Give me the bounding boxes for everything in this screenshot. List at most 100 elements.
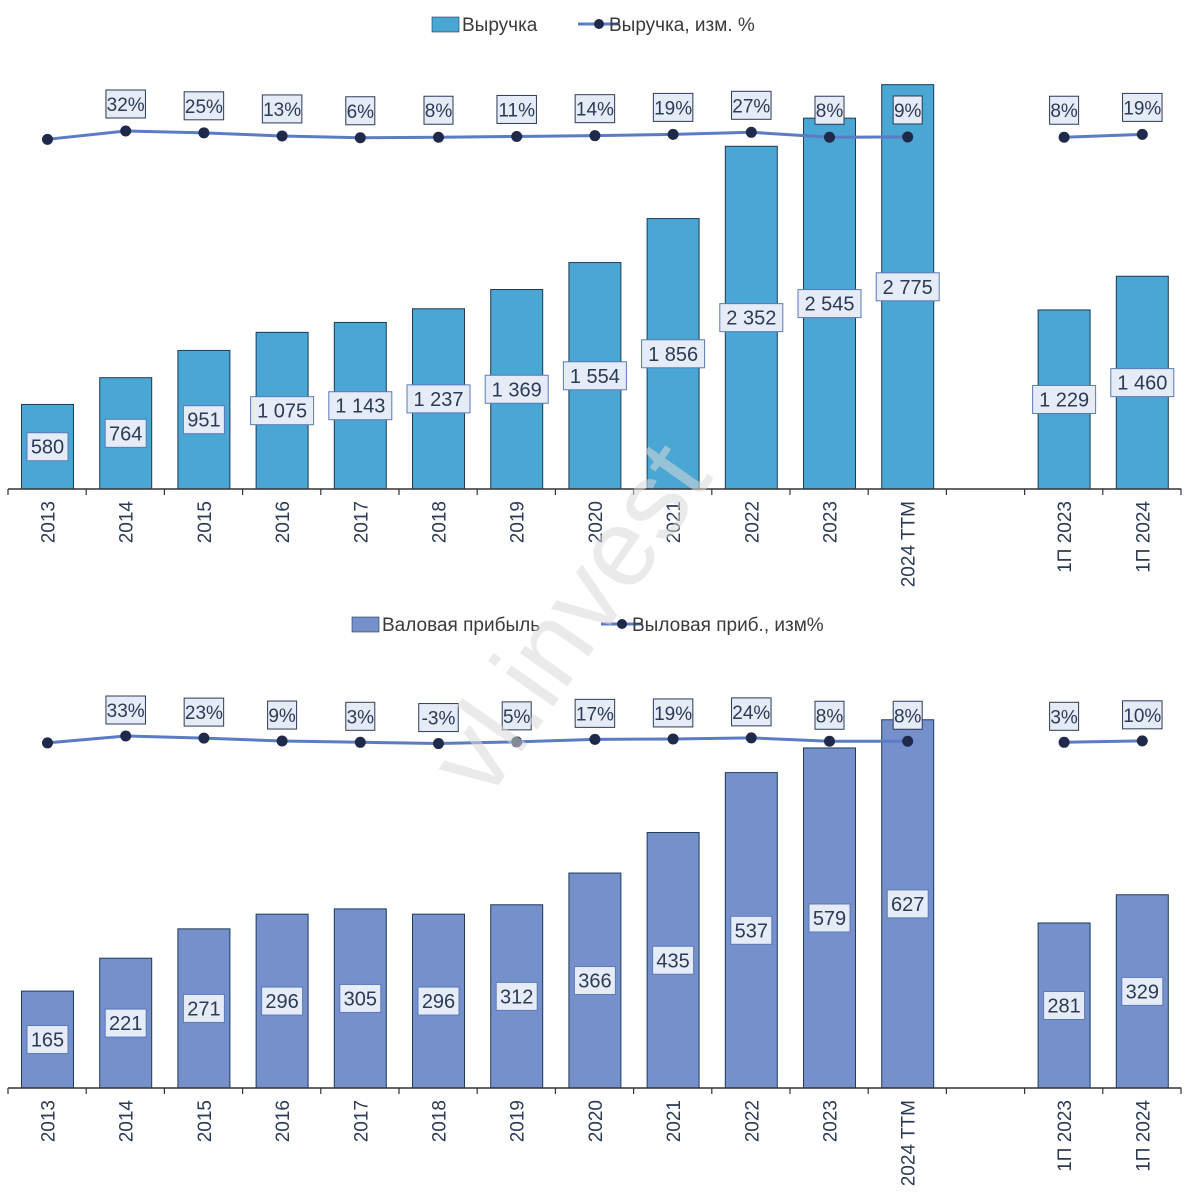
bar-label-2019: 312 xyxy=(500,986,533,1008)
growth-label-box xyxy=(418,703,459,733)
growth-label-2022: 24% xyxy=(732,703,770,724)
growth-label-2014: 32% xyxy=(107,95,145,116)
growth-label-box xyxy=(345,96,376,126)
tick-label-2018: 2018 xyxy=(430,501,451,543)
tick-label-1П 2024: 1П 2024 xyxy=(1133,501,1154,573)
bar-label-2023: 579 xyxy=(813,908,846,930)
growth-marker-2019 xyxy=(511,130,523,142)
growth-markers xyxy=(42,125,1148,145)
bar-label-box xyxy=(104,1008,147,1038)
growth-marker-2020 xyxy=(589,130,601,142)
growth-label-2024 TTM: 8% xyxy=(894,706,922,727)
tick-label-2020: 2020 xyxy=(586,501,607,543)
growth-line-half-year xyxy=(1064,739,1143,744)
bar-label-2022: 537 xyxy=(735,920,768,942)
bar-label-1П 2023: 281 xyxy=(1047,995,1080,1017)
tick-label-2018: 2018 xyxy=(430,1100,451,1142)
growth-marker-1П 2024 xyxy=(1136,735,1148,747)
growth-label-box xyxy=(892,95,923,125)
growth-marker-1П 2023 xyxy=(1058,131,1070,143)
growth-label-box xyxy=(496,94,537,124)
x-axis: 2013 2014 2015 2016 2017 2018 2019 2020 2021 2022… xyxy=(7,488,1182,587)
bar-label-box xyxy=(719,303,784,333)
growth-label-box xyxy=(267,700,298,730)
bar-label-2017: 305 xyxy=(344,988,377,1010)
bar-label-2018: 296 xyxy=(422,991,455,1013)
growth-label-2015: 23% xyxy=(185,703,223,724)
tick-label-2020: 2020 xyxy=(586,1100,607,1142)
tick-label-2016: 2016 xyxy=(273,501,294,543)
tick-label-2013: 2013 xyxy=(39,501,60,543)
growth-label-box xyxy=(1122,700,1163,730)
bar-label-2021: 1 856 xyxy=(648,344,698,366)
growth-label-2022: 27% xyxy=(732,96,770,117)
tick-label-2014: 2014 xyxy=(117,1100,138,1143)
bar-value-labels: 580 764 951 1 075 1 143 1 237 1 369 1 554 1 856 2… xyxy=(26,272,1175,462)
tick-label-1П 2024: 1П 2024 xyxy=(1133,1100,1154,1172)
tick-label-2024 TTM: 2024 TTM xyxy=(899,501,920,587)
growth-label-box xyxy=(261,94,303,124)
growth-marker-2015 xyxy=(198,732,210,744)
bar-label-box xyxy=(1121,976,1164,1006)
bar-label-box xyxy=(339,983,382,1013)
growth-marker-2024 TTM xyxy=(902,131,914,143)
bar-label-box xyxy=(261,986,304,1016)
growth-label-box xyxy=(1049,701,1080,731)
bar-label-box xyxy=(250,396,315,426)
growth-label-1П 2024: 19% xyxy=(1123,98,1161,119)
growth-label-box xyxy=(652,92,694,122)
bar-label-2014: 221 xyxy=(109,1013,142,1035)
growth-label-box xyxy=(814,95,845,125)
tick-label-2022: 2022 xyxy=(742,501,763,543)
tick-label-2021: 2021 xyxy=(664,1100,685,1142)
tick-label-2017: 2017 xyxy=(351,501,372,543)
growth-label-2014: 33% xyxy=(107,701,145,722)
growth-labels: 32% 25% 13% 6% 8% 11% 14% 19% 27% 8% 9% 8% 19% xyxy=(105,89,1163,126)
growth-marker-2017 xyxy=(354,132,366,144)
growth-markers xyxy=(42,730,1148,750)
growth-marker-2018 xyxy=(433,131,444,143)
growth-label-2023: 8% xyxy=(816,101,844,122)
growth-marker-2023 xyxy=(824,131,835,143)
growth-label-box xyxy=(105,695,146,725)
growth-label-box xyxy=(105,89,146,119)
bar-label-box xyxy=(26,1025,69,1055)
tick-label-2015: 2015 xyxy=(195,1100,216,1142)
growth-marker-2014 xyxy=(120,730,132,742)
bar-label-2014: 764 xyxy=(109,423,142,445)
bar-label-2013: 165 xyxy=(31,1030,64,1052)
bar-label-box xyxy=(1043,990,1086,1020)
bar-label-box xyxy=(886,889,929,919)
tick-label-2019: 2019 xyxy=(508,501,529,543)
legend-bar-label: Валовая прибыль xyxy=(382,615,540,636)
legend: Выручка Выручка, изм. % xyxy=(431,15,755,36)
bar-label-box xyxy=(182,993,225,1023)
bar-label-box xyxy=(875,272,940,302)
bar-label-box xyxy=(562,361,627,391)
bar-label-2024 TTM: 627 xyxy=(891,894,924,916)
growth-label-2017: 3% xyxy=(347,707,375,728)
growth-label-box xyxy=(814,700,845,730)
legend: Валовая прибыль Выловая приб., изм% xyxy=(351,615,824,636)
bar-label-box xyxy=(328,391,393,421)
growth-label-box xyxy=(1049,95,1080,125)
growth-marker-2017 xyxy=(354,736,366,748)
bar-label-box xyxy=(797,289,862,319)
bar-label-box xyxy=(417,986,460,1016)
growth-label-2019: 5% xyxy=(503,707,531,728)
x-axis: 2013 2014 2015 2016 2017 2018 2019 2020 2021 2022… xyxy=(7,1087,1182,1186)
growth-line-annual xyxy=(47,734,908,746)
growth-label-2018: 8% xyxy=(425,101,453,122)
growth-marker-2020 xyxy=(589,733,601,745)
tick-label-2021: 2021 xyxy=(664,501,685,543)
tick-label-2013: 2013 xyxy=(39,1100,60,1142)
growth-marker-2015 xyxy=(198,127,210,139)
legend-bar-label: Выручка xyxy=(462,15,538,36)
growth-label-2020: 17% xyxy=(576,704,614,725)
bar-label-1П 2024: 329 xyxy=(1126,981,1159,1003)
tick-label-2019: 2019 xyxy=(508,1100,529,1142)
growth-label-box xyxy=(345,701,376,731)
growth-label-1П 2023: 8% xyxy=(1050,101,1078,122)
bars xyxy=(21,719,1169,1089)
growth-marker-2013 xyxy=(42,737,53,749)
